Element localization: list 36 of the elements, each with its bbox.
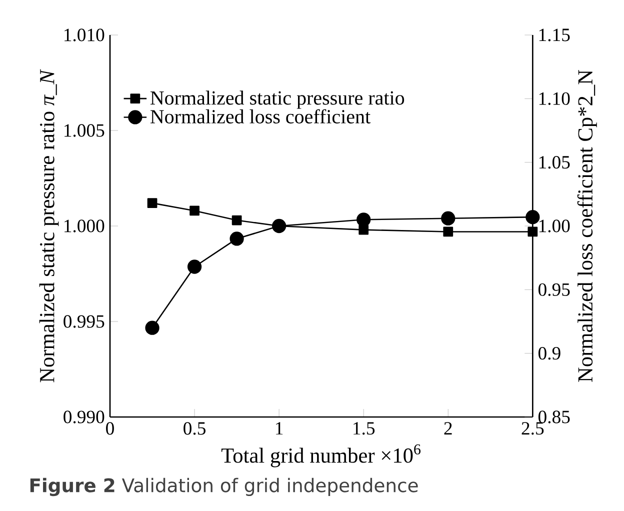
x-axis-title: Total grid number ×10$^{6}$ [221, 444, 421, 468]
point [272, 218, 286, 234]
x-tick-label: 1.5 [354, 422, 375, 435]
y2-tick-label: 0.85 [538, 410, 570, 424]
point [187, 260, 202, 274]
y2-tick-label: 0.95 [538, 283, 570, 296]
y-tick-label: 1.000 [64, 220, 104, 232]
y2-tick-label: 1.10 [539, 92, 570, 106]
point [145, 320, 160, 335]
y-tick-label: 1.010 [64, 28, 104, 42]
y2-tick-label: 1.00 [539, 220, 570, 232]
point [358, 224, 369, 235]
y-axis-title: Normalized static pressure ratio π_N [39, 69, 59, 382]
point [526, 210, 540, 224]
legend-label: Normalized static pressure ratio [150, 90, 404, 109]
point [232, 215, 242, 226]
x-tick-label: 2.5 [522, 422, 544, 435]
y-tick-label: 1.005 [64, 124, 104, 137]
point [356, 212, 371, 227]
text: Figure 2 Validation of grid independence [30, 478, 418, 496]
x-tick-label: 1 [276, 422, 283, 434]
x-tick-label: 0.5 [184, 422, 206, 435]
legend-label: Normalized loss coefficient [150, 109, 370, 124]
y-tick-label: 0.990 [64, 410, 104, 424]
y2-tick-label: 1.15 [539, 28, 570, 42]
point [230, 232, 244, 246]
point [441, 211, 456, 226]
x-tick-label: 0 [106, 422, 114, 435]
y2-tick-label: 0.9 [538, 346, 560, 360]
point [443, 226, 454, 237]
y-tick-label: 0.995 [64, 315, 104, 328]
y2-tick-label: 1.05 [539, 156, 570, 169]
y2-axis-title: Normalized loss coefficient Cp*2_N [577, 70, 597, 382]
x-tick-label: 2 [444, 422, 452, 434]
point [190, 206, 200, 216]
point [147, 198, 158, 208]
